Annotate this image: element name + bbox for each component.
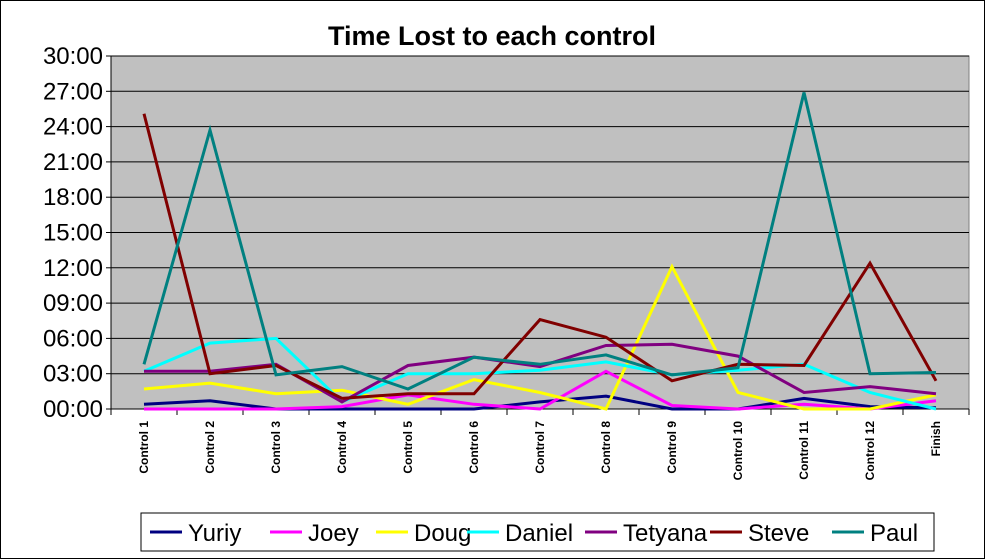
x-tick-label: Control 5: [401, 421, 415, 474]
chart-title: Time Lost to each control: [328, 21, 656, 51]
series-line-paul: [142, 92, 937, 391]
x-tick-label: Control 2: [203, 421, 217, 474]
legend-label-tetyana: Tetyana: [623, 520, 708, 547]
x-tick-label: Control 4: [335, 421, 349, 474]
y-tick-label: 00:00: [43, 396, 103, 423]
x-axis: Control 1 Control 2 Control 3 Control 4 Cont…: [110, 408, 970, 481]
x-tick-label: Finish: [929, 421, 943, 456]
y-tick-label: 18:00: [43, 184, 103, 211]
y-tick-label: 06:00: [43, 325, 103, 352]
legend-label-steve: Steve: [748, 520, 809, 547]
x-tick-label: Control 9: [665, 421, 679, 474]
y-tick-label: 09:00: [43, 290, 103, 317]
x-tick-label: Control 6: [467, 421, 481, 474]
y-tick-label: 12:00: [43, 255, 103, 282]
series-line-doug: [143, 263, 937, 411]
x-tick-label: Control 3: [269, 421, 283, 474]
legend-label-joey: Joey: [308, 520, 359, 547]
y-tick-label: 30:00: [43, 43, 103, 70]
y-tick-label: 21:00: [43, 149, 103, 176]
y-tick-label: 24:00: [43, 114, 103, 141]
x-tick-label: Control 10: [731, 421, 745, 481]
gridlines: [111, 55, 969, 410]
x-tick-label: Control 11: [797, 421, 811, 480]
legend-label-daniel: Daniel: [505, 520, 573, 547]
x-tick-label: Control 12: [863, 421, 877, 481]
series-line-joey: [144, 369, 937, 411]
y-axis: 00:00 03:00 06:00 09:00 12:00 15:00 18:00 21:00…: [43, 43, 112, 423]
legend-label-doug: Doug: [414, 520, 471, 547]
y-tick-label: 03:00: [43, 361, 103, 388]
series-lines: [142, 92, 938, 411]
series-line-steve: [142, 113, 938, 400]
x-tick-label: Control 8: [599, 421, 613, 474]
legend-label-paul: Paul: [870, 520, 918, 547]
y-tick-label: 15:00: [43, 220, 103, 247]
legend-label-yuriy: Yuriy: [188, 520, 241, 547]
x-tick-label: Control 7: [533, 421, 547, 474]
legend: Yuriy Joey Doug Daniel Tetyana Steve Paul: [140, 512, 935, 552]
x-tick-label: Control 1: [137, 421, 151, 474]
y-tick-label: 27:00: [43, 78, 103, 105]
